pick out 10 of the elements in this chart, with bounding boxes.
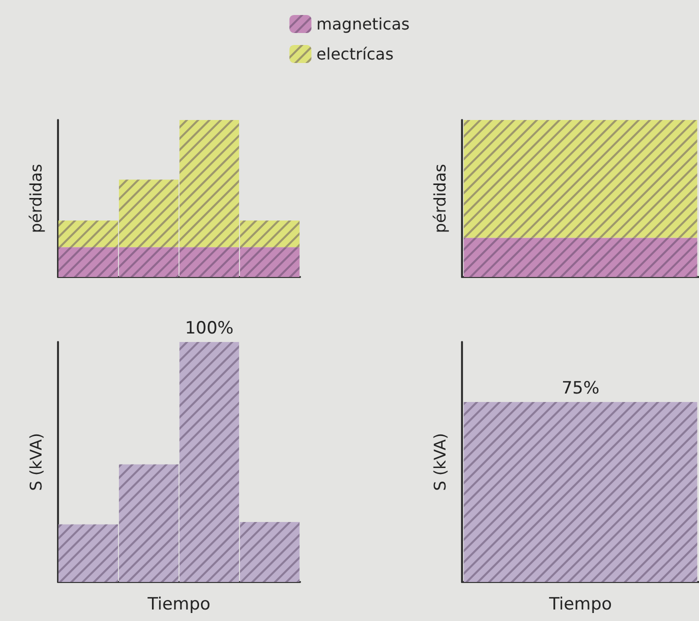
data-label: 100% [184,318,234,338]
legend-label: magneticas [316,14,410,34]
data-label: 75% [562,378,600,398]
x-axis-title: Tiempo [146,594,210,614]
y-axis-title: S (kVA) [26,433,46,491]
y-axis-title: S (kVA) [430,433,450,491]
y-axis-title: pérdidas [26,164,46,234]
legend-label: electrícas [316,44,394,64]
x-axis-title: Tiempo [548,594,612,614]
y-axis-title: pérdidas [430,164,450,234]
